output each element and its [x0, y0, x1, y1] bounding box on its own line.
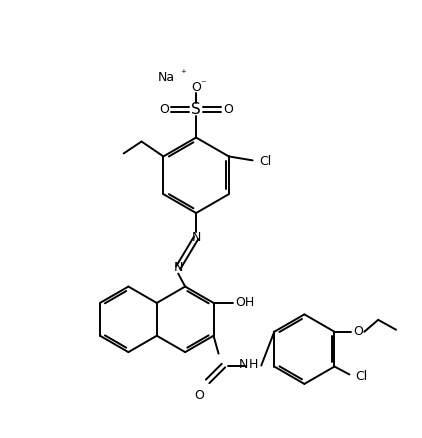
Text: S: S	[191, 102, 201, 117]
Text: O: O	[353, 325, 363, 338]
Text: Cl: Cl	[260, 155, 272, 168]
Text: O: O	[223, 103, 233, 116]
Text: O: O	[160, 103, 169, 116]
Text: N: N	[173, 261, 183, 274]
Text: N: N	[192, 231, 201, 244]
Text: H: H	[249, 358, 258, 371]
Text: Na: Na	[158, 71, 175, 85]
Text: Cl: Cl	[355, 370, 368, 383]
Text: ⁺: ⁺	[180, 69, 186, 79]
Text: O: O	[191, 81, 201, 94]
Text: O: O	[195, 389, 205, 402]
Text: N: N	[239, 358, 248, 371]
Text: OH: OH	[236, 297, 255, 309]
Text: ⁻: ⁻	[200, 79, 206, 89]
